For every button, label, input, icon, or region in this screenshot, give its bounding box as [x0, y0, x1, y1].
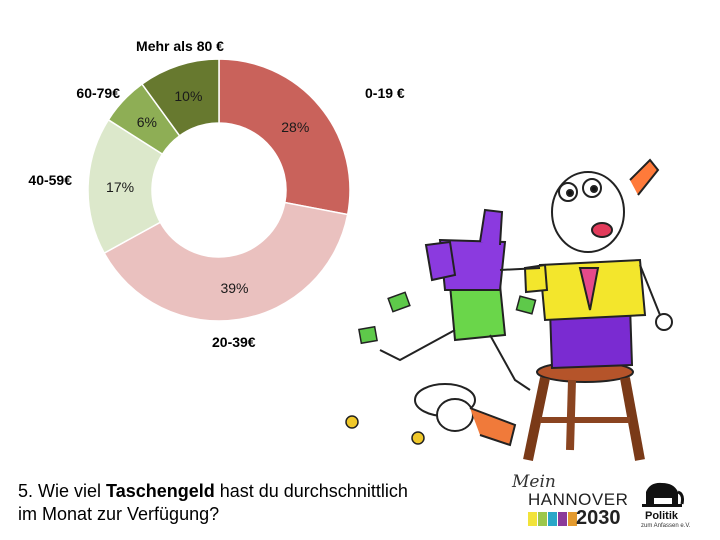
logo-bar-4 — [558, 512, 567, 526]
question-prefix: 5. Wie viel — [18, 481, 107, 501]
category-labels: 0-19 € 20-39€ 40-59€ 60-79€ Mehr als 80 € — [28, 38, 405, 350]
question-text: 5. Wie viel Taschengeld hast du durchsch… — [18, 480, 488, 526]
banknote-icon — [358, 291, 537, 345]
logo-hannover-text: HANNOVER — [528, 490, 629, 509]
category-label-0-19: 0-19 € — [365, 85, 405, 101]
politik-title: Politik — [645, 510, 679, 522]
category-label-20-39: 20-39€ — [212, 334, 256, 350]
falling-man-icon — [379, 208, 541, 447]
category-label-40-59: 40-59€ — [28, 172, 72, 188]
value-label-mehr-als-80: 10% — [174, 88, 202, 104]
category-label-mehr-als-80: Mehr als 80 € — [136, 38, 224, 54]
slice-mehr-als-80 — [140, 58, 220, 137]
percent-labels: 28% 39% 17% 6% 10% — [106, 88, 309, 296]
logo-mein-text: Mein — [512, 472, 556, 492]
value-label-20-39: 39% — [220, 280, 248, 296]
logo-bar-5 — [568, 512, 577, 526]
man-on-stool-icon — [523, 158, 673, 370]
stool-icon — [523, 361, 645, 462]
logo-year-text: 2030 — [576, 507, 621, 529]
donut-slices — [87, 58, 351, 322]
elephant-icon — [642, 482, 684, 507]
value-label-40-59: 17% — [106, 179, 134, 195]
slice-20-39 — [103, 201, 349, 322]
logo-bar-1 — [528, 512, 537, 526]
slice-0-19 — [218, 58, 351, 216]
question-line2: im Monat zur Verfügung? — [18, 504, 220, 524]
politik-subtitle: zum Anfassen e.V. — [641, 523, 691, 529]
category-label-60-79: 60-79€ — [76, 85, 120, 101]
question-rest: hast du durchschnittlich — [214, 481, 408, 501]
logo-color-bars — [528, 512, 577, 526]
logo-bar-2 — [538, 512, 547, 526]
logo-bar-3 — [548, 512, 557, 526]
value-label-0-19: 28% — [281, 119, 309, 135]
value-label-60-79: 6% — [137, 114, 157, 130]
question-keyword: Taschengeld — [106, 481, 215, 501]
coin-icon — [345, 415, 425, 445]
donut-chart: 28% 39% 17% 6% 10% 0-19 € 20-39€ 40-59€ 60-79€ M… — [28, 38, 405, 350]
cartoon-illustration — [345, 158, 673, 462]
